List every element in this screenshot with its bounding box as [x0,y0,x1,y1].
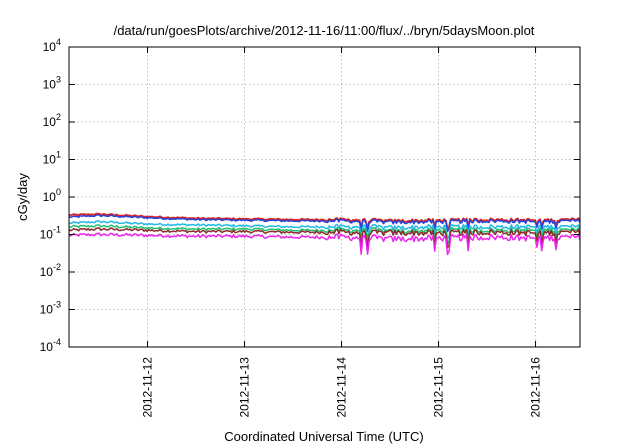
x-tick-label: 2012-11-12 [141,357,155,418]
y-tick-label: 104 [43,37,61,54]
series-line [68,212,581,230]
y-tick-label: 102 [43,112,61,129]
x-tick-label: 2012-11-16 [529,357,543,418]
y-tick-label: 10-4 [40,337,61,354]
chart-title: /data/run/goesPlots/archive/2012-11-16/1… [114,23,535,38]
ticks [69,46,580,348]
x-tick-label: 2012-11-15 [432,357,446,418]
series-line [68,227,581,249]
y-tick-label: 101 [43,150,61,167]
series-line [68,220,581,240]
series-line [68,232,581,256]
y-axis-label: cGy/day [15,173,30,221]
x-tick-label: 2012-11-13 [238,357,252,418]
series-line [68,224,581,245]
y-tick-label: 10-3 [40,300,61,317]
series-layer [68,212,581,256]
x-tick-label: 2012-11-14 [335,357,349,418]
y-tick-label: 100 [43,187,61,204]
grid [69,47,580,347]
x-axis-label: Coordinated Universal Time (UTC) [224,429,423,444]
series-line [68,214,581,233]
y-tick-label: 103 [43,75,61,92]
y-tick-label: 10-2 [40,262,61,279]
y-tick-labels: 10-4 10-3 10-2 10-1 100 101 102 103 104 [40,37,61,354]
x-tick-labels: 2012-11-12 2012-11-13 2012-11-14 2012-11-15… [141,357,543,418]
y-tick-label: 10-1 [40,225,61,242]
